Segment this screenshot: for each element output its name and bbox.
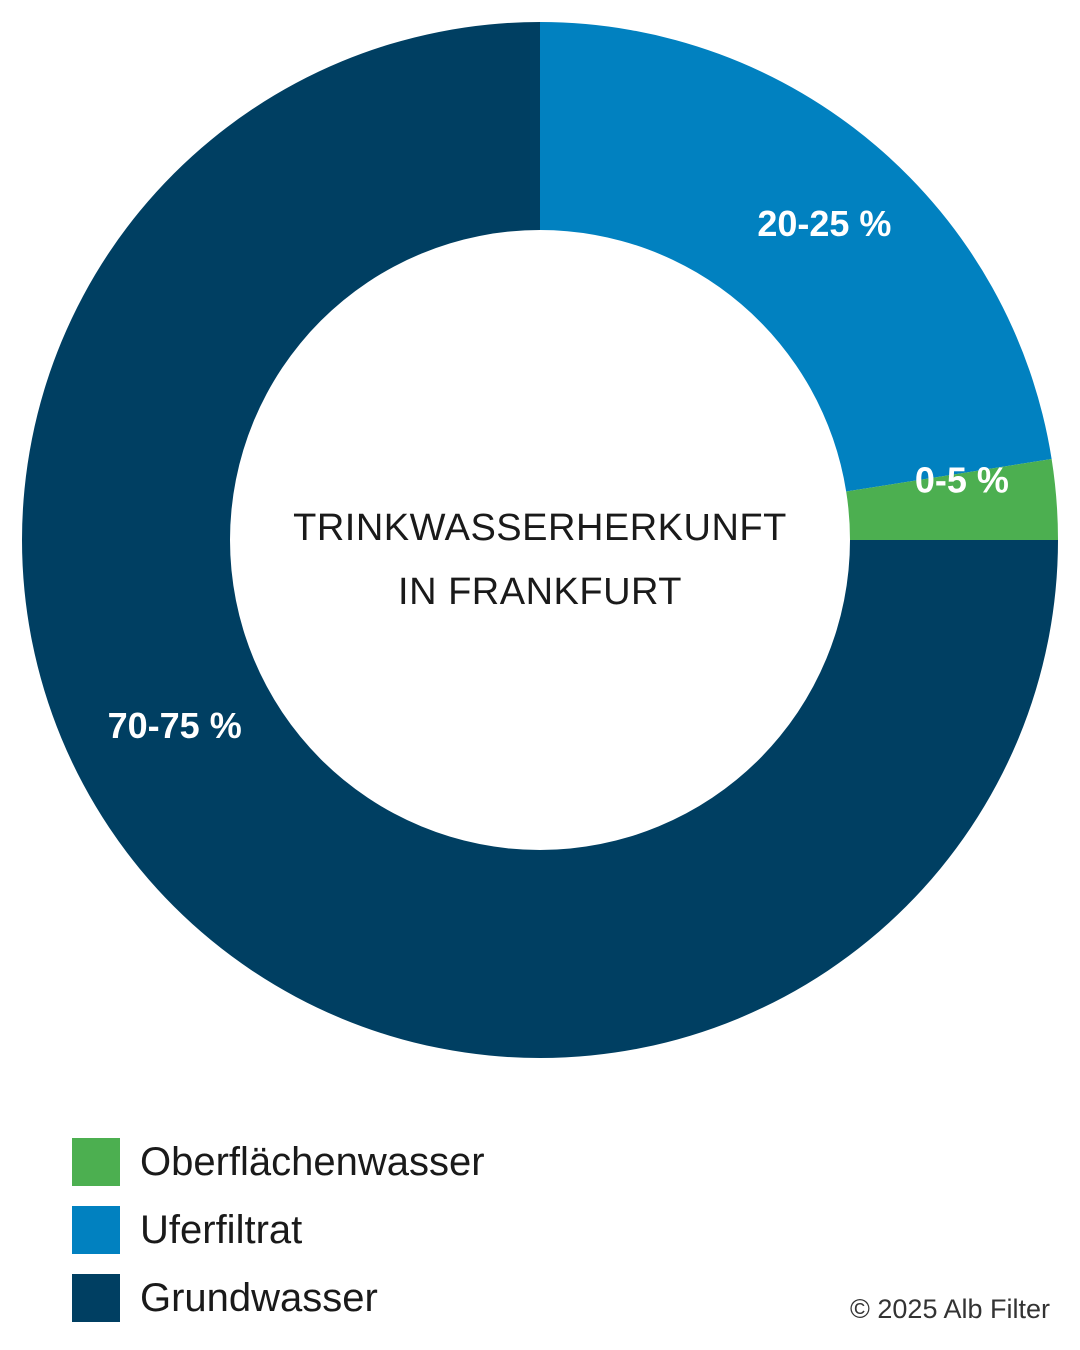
legend-label: Grundwasser (140, 1275, 378, 1320)
donut-slice-labels: 20-25 % 0-5 % 70-75 % (108, 203, 1009, 746)
slice-label-grundwasser: 70-75 % (108, 705, 242, 746)
legend: Oberflächenwasser Uferfiltrat Grundwasse… (72, 1138, 485, 1342)
legend-swatch-uferfiltrat (72, 1206, 120, 1254)
donut-chart: 20-25 %0-5 %70-75 % TRINKWASSERHERKUNFT … (22, 22, 1058, 1058)
slice-label-uferfiltrat: 20-25 % (757, 203, 891, 244)
legend-item-uferfiltrat: Uferfiltrat (72, 1206, 485, 1254)
legend-item-grundwasser: Grundwasser (72, 1274, 485, 1322)
chart-title-line-1: TRINKWASSERHERKUNFT (293, 507, 787, 549)
legend-swatch-grundwasser (72, 1274, 120, 1322)
legend-label: Oberflächenwasser (140, 1139, 485, 1184)
donut-slices (22, 22, 1058, 1058)
legend-item-oberflaechenwasser: Oberflächenwasser (72, 1138, 485, 1186)
legend-label: Uferfiltrat (140, 1207, 303, 1252)
legend-swatch-oberflaechenwasser (72, 1138, 120, 1186)
slice-label-oberflchenwasser: 0-5 % (915, 460, 1009, 501)
donut-slice-uferfiltrat (540, 22, 1052, 492)
donut-slice-grundwasser (22, 22, 1058, 1058)
copyright-text: © 2025 Alb Filter (850, 1294, 1050, 1324)
donut-slice-oberflchenwasser (846, 458, 1058, 540)
chart-title-line-2: IN FRANKFURT (398, 571, 682, 613)
